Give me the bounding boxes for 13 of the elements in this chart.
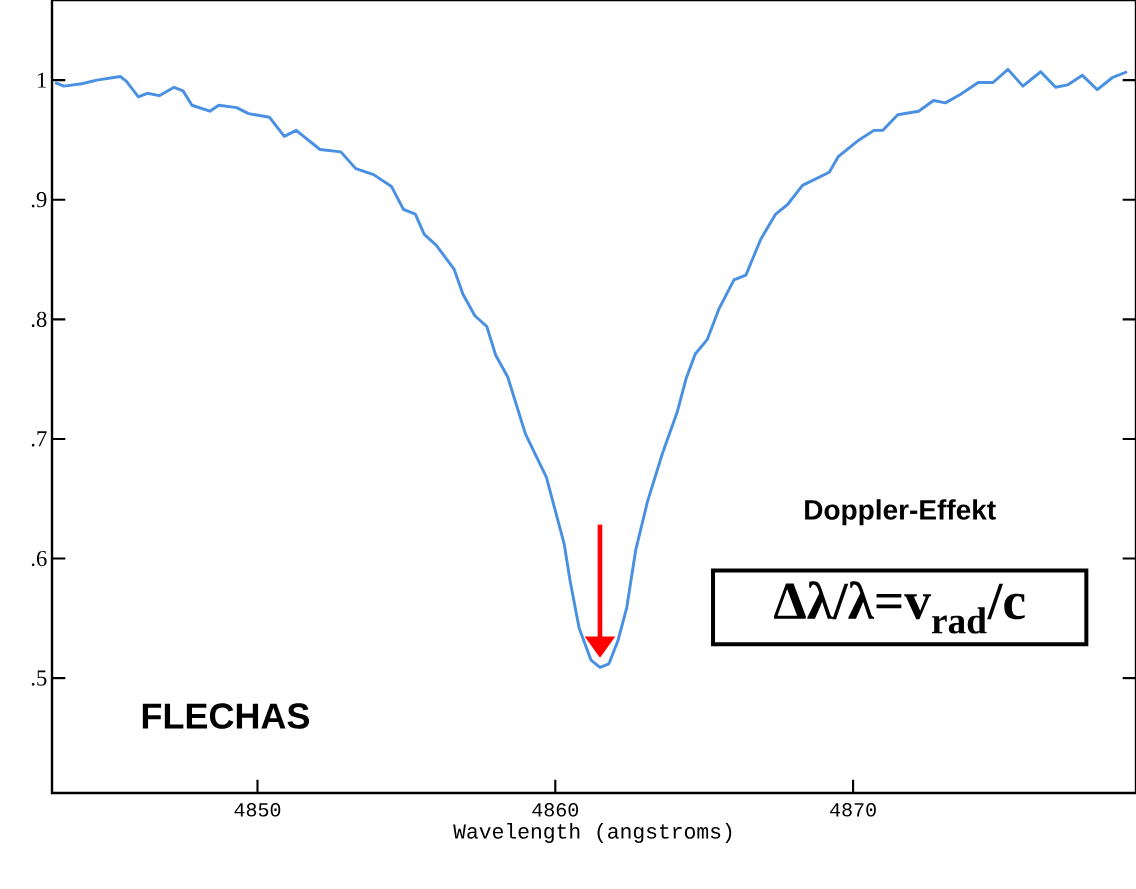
x-tick-label: 4860	[532, 803, 579, 817]
x-tick-label: 4870	[830, 803, 876, 817]
annotation: Δλ/λ=v$_{rad}$/c	[773, 581, 1025, 634]
y-tick-label: .9	[31, 192, 47, 208]
annotation: Doppler-Effekt	[805, 499, 996, 526]
y-tick-label: .8	[31, 311, 47, 328]
annotation: FLECHAS	[142, 703, 310, 729]
x-axis-title: Wavelength (angstroms)	[453, 823, 732, 843]
x-tick-label: 4850	[234, 803, 281, 817]
y-tick-label: .6	[31, 550, 47, 567]
y-tick-label: 1	[37, 72, 46, 88]
y-tick-label: .5	[31, 670, 47, 686]
y-tick-label: .7	[31, 431, 47, 447]
